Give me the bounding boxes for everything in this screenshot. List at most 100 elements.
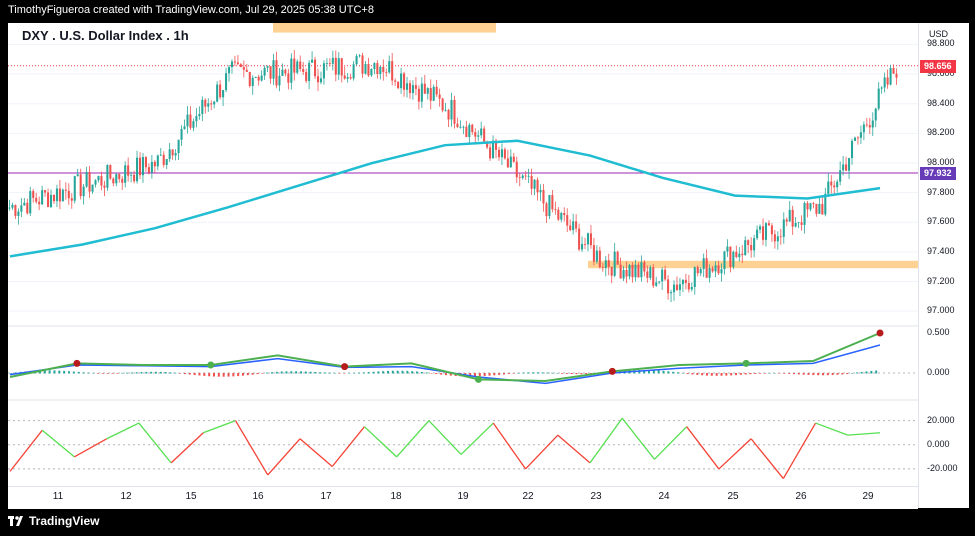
macd-histogram-bar <box>179 373 182 374</box>
candle-body <box>865 124 868 126</box>
macd-histogram-bar <box>749 373 752 375</box>
macd-histogram-bar <box>290 371 293 374</box>
candle-body <box>687 282 690 290</box>
candle-body <box>845 164 848 171</box>
macd-histogram-bar <box>754 373 757 374</box>
candle-body <box>776 236 779 242</box>
candle-body <box>702 258 705 270</box>
time-axis-label: 23 <box>590 491 602 502</box>
macd-histogram-bar <box>855 372 858 374</box>
macd-histogram-bar <box>570 373 573 375</box>
oscillator-line-segment <box>41 429 75 458</box>
time-axis-label: 16 <box>252 491 264 502</box>
candle-body <box>589 233 592 246</box>
candle-body <box>515 161 518 178</box>
oscillator-line-segment <box>428 420 462 455</box>
macd-histogram-bar <box>68 371 70 374</box>
supply-zone <box>588 260 918 269</box>
macd-histogram-bar <box>575 373 578 375</box>
candle-body <box>388 61 391 73</box>
candle-body <box>216 84 219 102</box>
time-axis-label: 11 <box>52 491 64 502</box>
candle-body <box>260 75 263 81</box>
candle-body <box>239 64 242 68</box>
oscillator-line-segment <box>364 426 398 458</box>
candle-body <box>85 172 88 187</box>
candle-body <box>177 139 180 154</box>
candle-body <box>331 57 334 64</box>
candle-body <box>815 203 818 214</box>
macd-histogram-bar <box>822 373 824 376</box>
candle-body <box>788 209 791 222</box>
macd-histogram-bar <box>271 372 273 374</box>
candle-body <box>340 58 343 76</box>
candle-body <box>856 137 859 139</box>
candle-body <box>355 56 358 65</box>
macd-histogram-bar <box>63 370 66 374</box>
candle-body <box>112 178 115 184</box>
macd-histogram-bar <box>841 373 844 375</box>
price-axis-label: 97.600 <box>927 216 955 227</box>
candle-body <box>141 157 145 176</box>
candle-body <box>521 175 524 179</box>
macd-histogram-bar <box>275 371 278 374</box>
candle-body <box>477 135 480 137</box>
candle-body <box>465 126 468 138</box>
time-axis-label: 24 <box>658 491 670 502</box>
candle-body <box>830 181 833 186</box>
macd-histogram-bar <box>227 373 230 377</box>
candle-body <box>52 194 56 202</box>
candle-body <box>655 282 658 286</box>
time-axis-label: 17 <box>320 491 332 502</box>
candle-body <box>290 58 293 83</box>
macd-histogram-bar <box>126 372 128 374</box>
macd-histogram-bar <box>367 372 370 374</box>
macd-histogram-bar <box>72 371 75 374</box>
candle-body <box>827 181 830 194</box>
candle-body <box>417 88 420 102</box>
candle-body <box>604 260 607 268</box>
candle-body <box>64 189 67 191</box>
candle-body <box>658 281 661 283</box>
chart-svg[interactable] <box>8 23 918 508</box>
candle-body <box>753 238 756 251</box>
candle-body <box>886 77 889 85</box>
candle-body <box>168 149 171 160</box>
candle-body <box>764 223 768 240</box>
candle-body <box>877 88 880 109</box>
macd-histogram-bar <box>831 373 834 376</box>
candle-body <box>376 63 379 75</box>
candle-body <box>210 103 213 105</box>
macd-histogram-bar <box>420 371 423 374</box>
candle-body <box>14 204 17 216</box>
macd-histogram-bar <box>358 372 360 374</box>
macd-histogram-bar <box>198 373 201 376</box>
candle-body <box>883 77 886 88</box>
macd-histogram-bar <box>425 372 428 374</box>
price-axis-label: 97.800 <box>927 186 955 197</box>
candle-body <box>293 58 296 73</box>
time-axis[interactable]: 11 12 15 16 17 18 19 22 23 24 25 26 29 <box>8 486 918 509</box>
macd-histogram-bar <box>720 373 723 376</box>
candle-body <box>82 186 85 197</box>
macd-histogram-bar <box>701 373 704 376</box>
macd-histogram-bar <box>580 373 583 375</box>
oscillator-line-segment <box>782 422 817 479</box>
macd-histogram-bar <box>817 373 820 376</box>
price-axis[interactable]: 98.800 98.600 98.400 98.200 98.000 97.800 97.6… <box>918 23 969 508</box>
macd-histogram-bar <box>512 373 515 374</box>
candle-body <box>364 63 367 74</box>
candle-body <box>367 63 370 76</box>
candle-body <box>586 233 590 245</box>
chart-pane[interactable] <box>8 23 918 508</box>
candle-body <box>429 88 432 101</box>
macd-histogram-bar <box>541 372 544 374</box>
candle-body <box>26 202 29 214</box>
macd-histogram-bar <box>851 372 853 374</box>
candle-body <box>628 264 631 277</box>
candle-body <box>512 156 515 162</box>
candle-body <box>631 264 634 278</box>
candle-body <box>616 251 619 265</box>
candle-body <box>782 219 785 237</box>
macd-histogram-bar <box>193 373 196 376</box>
